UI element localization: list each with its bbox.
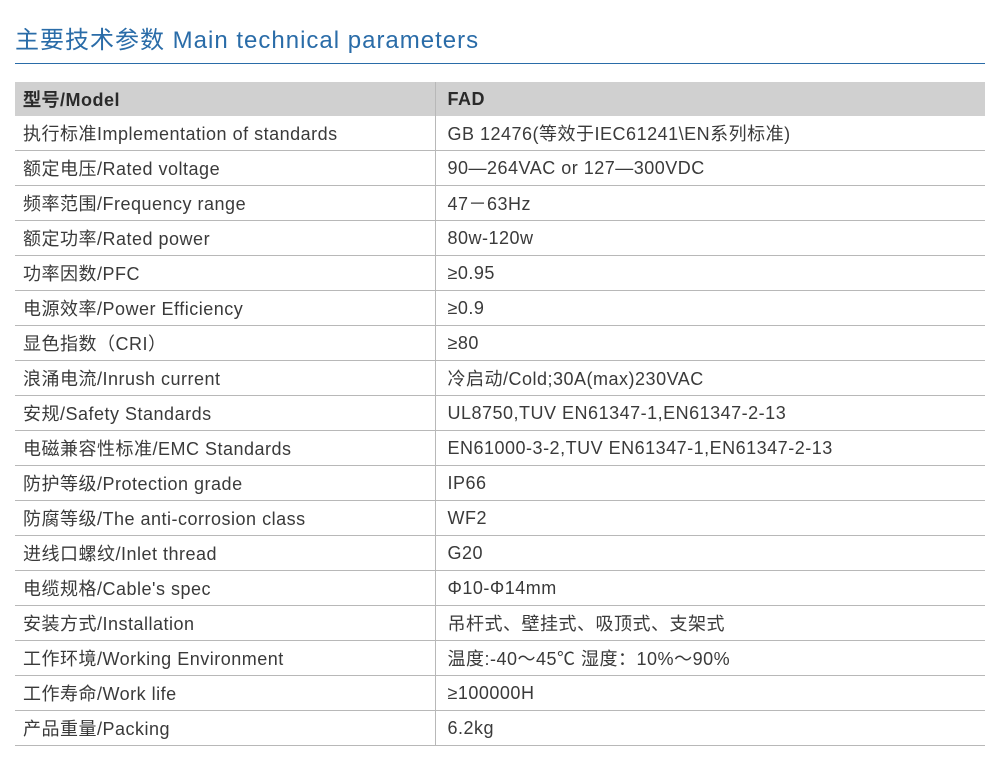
row-value: 90—264VAC or 127—300VDC (435, 151, 985, 186)
table-row: 电缆规格/Cable's specΦ10-Φ14mm (15, 571, 985, 606)
table-header-row: 型号/Model FAD (15, 82, 985, 116)
row-label: 电缆规格/Cable's spec (15, 571, 435, 606)
table-row: 安规/Safety StandardsUL8750,TUV EN61347-1,… (15, 396, 985, 431)
row-value: 吊杆式、壁挂式、吸顶式、支架式 (435, 606, 985, 641)
row-label: 显色指数（CRI） (15, 326, 435, 361)
table-row: 功率因数/PFC≥0.95 (15, 256, 985, 291)
row-label: 产品重量/Packing (15, 711, 435, 746)
table-row: 进线口螺纹/Inlet threadG20 (15, 536, 985, 571)
row-label: 安装方式/Installation (15, 606, 435, 641)
table-row: 频率范围/Frequency range47－63Hz (15, 186, 985, 221)
spec-table-body: 执行标准Implementation of standardsGB 12476(… (15, 116, 985, 746)
row-label: 工作环境/Working Environment (15, 641, 435, 676)
row-value: IP66 (435, 466, 985, 501)
row-value: 冷启动/Cold;30A(max)230VAC (435, 361, 985, 396)
table-row: 电磁兼容性标准/EMC StandardsEN61000-3-2,TUV EN6… (15, 431, 985, 466)
row-value: GB 12476(等效于IEC61241\EN系列标准) (435, 116, 985, 151)
table-row: 额定功率/Rated power80w-120w (15, 221, 985, 256)
row-value: ≥80 (435, 326, 985, 361)
table-row: 防腐等级/The anti-corrosion classWF2 (15, 501, 985, 536)
header-value: FAD (435, 82, 985, 116)
row-label: 安规/Safety Standards (15, 396, 435, 431)
row-value: G20 (435, 536, 985, 571)
row-value: WF2 (435, 501, 985, 536)
spec-table: 型号/Model FAD 执行标准Implementation of stand… (15, 82, 985, 746)
table-row: 显色指数（CRI） ≥80 (15, 326, 985, 361)
row-value: ≥100000H (435, 676, 985, 711)
row-value: EN61000-3-2,TUV EN61347-1,EN61347-2-13 (435, 431, 985, 466)
table-row: 执行标准Implementation of standardsGB 12476(… (15, 116, 985, 151)
row-label: 电源效率/Power Efficiency (15, 291, 435, 326)
table-row: 浪涌电流/Inrush current冷启动/Cold;30A(max)230V… (15, 361, 985, 396)
row-label: 防腐等级/The anti-corrosion class (15, 501, 435, 536)
row-label: 电磁兼容性标准/EMC Standards (15, 431, 435, 466)
row-label: 进线口螺纹/Inlet thread (15, 536, 435, 571)
row-value: 47－63Hz (435, 186, 985, 221)
row-label: 浪涌电流/Inrush current (15, 361, 435, 396)
row-label: 额定电压/Rated voltage (15, 151, 435, 186)
row-value: ≥0.95 (435, 256, 985, 291)
row-value: Φ10-Φ14mm (435, 571, 985, 606)
table-row: 安装方式/Installation吊杆式、壁挂式、吸顶式、支架式 (15, 606, 985, 641)
table-row: 产品重量/Packing6.2kg (15, 711, 985, 746)
table-row: 电源效率/Power Efficiency≥0.9 (15, 291, 985, 326)
row-value: 温度:-40～45℃ 湿度：10%～90% (435, 641, 985, 676)
row-value: ≥0.9 (435, 291, 985, 326)
page-title: 主要技术参数 Main technical parameters (15, 20, 985, 64)
row-label: 执行标准Implementation of standards (15, 116, 435, 151)
row-value: 6.2kg (435, 711, 985, 746)
row-value: 80w-120w (435, 221, 985, 256)
row-label: 工作寿命/Work life (15, 676, 435, 711)
header-label: 型号/Model (15, 82, 435, 116)
table-row: 防护等级/Protection gradeIP66 (15, 466, 985, 501)
row-label: 频率范围/Frequency range (15, 186, 435, 221)
table-row: 工作环境/Working Environment温度:-40～45℃ 湿度：10… (15, 641, 985, 676)
row-label: 防护等级/Protection grade (15, 466, 435, 501)
table-row: 额定电压/Rated voltage90—264VAC or 127—300VD… (15, 151, 985, 186)
row-label: 额定功率/Rated power (15, 221, 435, 256)
row-label: 功率因数/PFC (15, 256, 435, 291)
row-value: UL8750,TUV EN61347-1,EN61347-2-13 (435, 396, 985, 431)
table-row: 工作寿命/Work life≥100000H (15, 676, 985, 711)
